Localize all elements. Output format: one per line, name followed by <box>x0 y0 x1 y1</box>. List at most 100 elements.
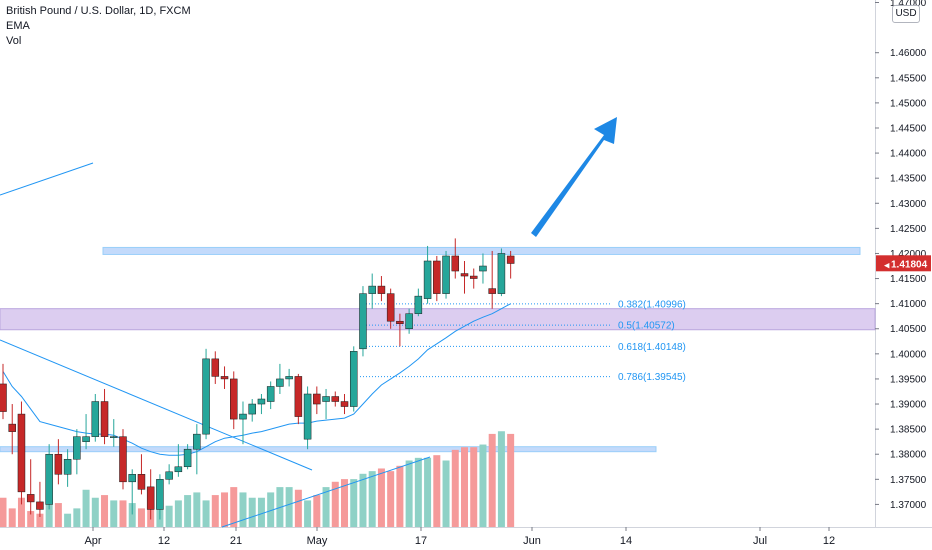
price-tick-label: 1.37500 <box>890 475 927 486</box>
zone-fib-zone[interactable] <box>0 308 876 331</box>
candle-body[interactable] <box>276 378 284 387</box>
trendline-down[interactable] <box>0 339 313 471</box>
volume-bar <box>17 497 25 527</box>
price-tick-label: 1.45000 <box>890 98 927 109</box>
volume-bar <box>442 460 450 527</box>
candle-body[interactable] <box>451 255 460 272</box>
candle-body[interactable] <box>340 401 349 407</box>
candle-body[interactable] <box>193 433 201 450</box>
price-tick-label: 1.43500 <box>890 174 927 185</box>
candle-body[interactable] <box>285 376 293 380</box>
time-tick-label: Apr <box>84 535 101 547</box>
candle-body[interactable] <box>156 479 164 510</box>
candle-body[interactable] <box>469 275 478 279</box>
candle-body[interactable] <box>239 413 247 420</box>
candle-body[interactable] <box>82 436 90 442</box>
time-tick-label: May <box>307 535 328 547</box>
candle-body[interactable] <box>128 474 136 483</box>
candle-body[interactable] <box>54 453 63 475</box>
candle-body[interactable] <box>442 255 450 294</box>
price-tick-label: 1.46000 <box>890 48 927 59</box>
candle-body[interactable] <box>73 436 81 460</box>
candle-body[interactable] <box>26 494 35 503</box>
fib-level-label: 0.618(1.40148) <box>618 342 686 353</box>
candle-body[interactable] <box>183 448 192 468</box>
candle-body[interactable] <box>405 313 413 329</box>
volume-bar <box>368 471 376 527</box>
volume-bar <box>165 505 173 527</box>
candle-body[interactable] <box>248 403 256 415</box>
candle-body[interactable] <box>488 288 496 294</box>
trendline-up[interactable] <box>221 456 431 528</box>
volume-bar <box>461 447 468 527</box>
candle-body[interactable] <box>137 474 146 490</box>
candle-body[interactable] <box>414 295 423 314</box>
price-tick-label: 1.41000 <box>890 299 927 310</box>
volume-bar <box>377 468 385 527</box>
ema-line[interactable] <box>2 303 511 456</box>
candle-body[interactable] <box>460 273 469 277</box>
volume-bar <box>488 433 496 527</box>
zone-resistance[interactable] <box>102 246 861 255</box>
volume-indicator-label[interactable]: Vol <box>6 35 22 47</box>
price-tick-label: 1.39500 <box>890 374 927 385</box>
volume-bar <box>8 508 16 527</box>
candle-body[interactable] <box>479 265 487 272</box>
zone-support[interactable] <box>0 446 657 453</box>
currency-button[interactable]: USD <box>892 5 920 23</box>
candle-body[interactable] <box>220 376 229 380</box>
candle-body[interactable] <box>0 383 7 412</box>
candle-body[interactable] <box>257 398 266 405</box>
candle-body[interactable] <box>17 413 26 493</box>
candle-body[interactable] <box>8 423 16 432</box>
volume-bar <box>230 487 238 527</box>
volume-bar <box>137 508 145 527</box>
candle-body[interactable] <box>63 458 72 475</box>
candle-body[interactable] <box>36 501 44 510</box>
volume-bar <box>267 492 275 527</box>
volume-bar <box>54 503 62 527</box>
candle-body[interactable] <box>110 436 118 438</box>
candle-body[interactable] <box>211 358 220 377</box>
candle-body[interactable] <box>45 453 53 505</box>
candle-body[interactable] <box>174 466 183 473</box>
fib-level-label: 0.5(1.40572) <box>618 321 675 332</box>
candle-body[interactable] <box>331 396 340 402</box>
candle-body[interactable] <box>165 471 173 480</box>
time-tick-label: 21 <box>230 535 242 547</box>
candle-body[interactable] <box>433 260 441 294</box>
candle-body[interactable] <box>386 293 395 322</box>
volume-bar <box>101 495 109 527</box>
price-tick-label: 1.38500 <box>890 425 927 436</box>
volume-bar <box>507 433 515 527</box>
candle-body[interactable] <box>202 358 210 435</box>
bullish-arrow[interactable] <box>531 117 617 237</box>
ema-indicator-label[interactable]: EMA <box>6 20 30 32</box>
candle-body[interactable] <box>322 396 330 402</box>
volume-bar <box>451 449 459 527</box>
volume-bar <box>322 487 330 527</box>
candle-body[interactable] <box>294 376 303 417</box>
candle-body[interactable] <box>359 293 367 350</box>
volume-bar <box>433 455 441 527</box>
candle-body[interactable] <box>91 401 100 437</box>
candle-body[interactable] <box>377 285 386 294</box>
candle-body[interactable] <box>368 285 376 294</box>
candle-body[interactable] <box>266 386 275 402</box>
candle-body[interactable] <box>497 253 506 294</box>
candle-body[interactable] <box>396 320 404 324</box>
candle-body[interactable] <box>349 351 358 407</box>
candle-body[interactable] <box>100 401 109 437</box>
candle-body[interactable] <box>313 393 321 405</box>
candle-body[interactable] <box>303 393 312 440</box>
candle-body[interactable] <box>230 378 238 420</box>
price-tick-label: 1.41500 <box>890 274 927 285</box>
candle-body[interactable] <box>146 486 155 510</box>
candle-body[interactable] <box>423 260 432 299</box>
trendline-upper[interactable] <box>0 162 94 196</box>
last-price-label: 1.41804 <box>891 259 928 270</box>
candle-body[interactable] <box>119 436 127 483</box>
candle-body[interactable] <box>506 255 515 264</box>
price-tick-label: 1.43000 <box>890 199 927 210</box>
